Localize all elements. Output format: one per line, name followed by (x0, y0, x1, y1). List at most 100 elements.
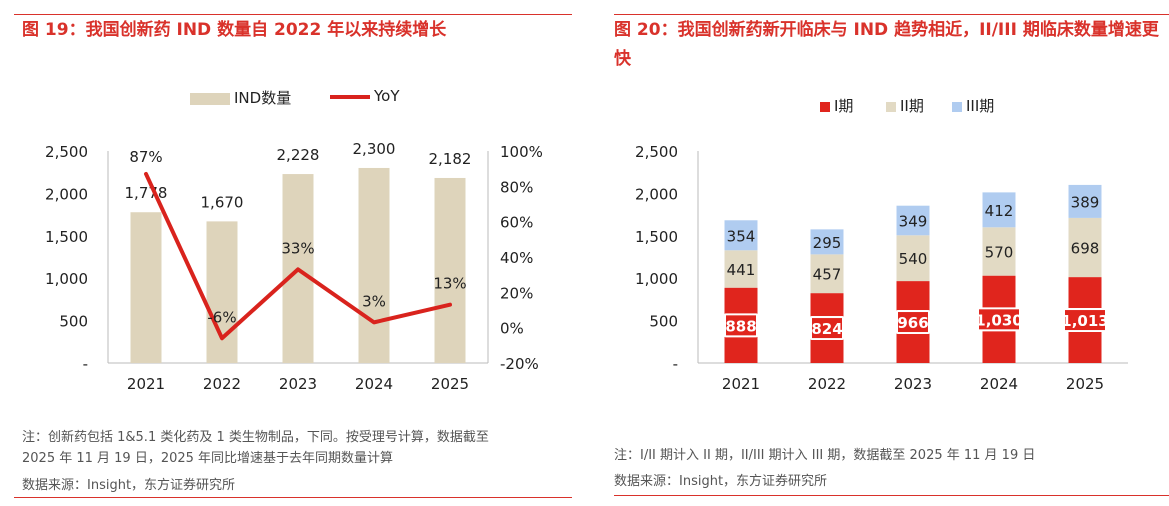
y2-tick-label: 0% (500, 320, 524, 338)
y-tick-label: 2,500 (45, 143, 88, 161)
value-label-phase1: 824 (811, 320, 842, 338)
bar-phase2-2022 (810, 254, 844, 294)
x-tick-label: 2025 (431, 375, 469, 393)
value-label-phase2: 457 (813, 266, 842, 284)
value-label-phase2: 698 (1071, 240, 1100, 258)
yoy-value-label: 3% (362, 292, 386, 310)
y2-tick-label: 20% (500, 284, 533, 302)
y-tick-label: 500 (59, 313, 88, 331)
value-label-box (726, 315, 756, 336)
y-tick-label: 2,500 (635, 143, 678, 161)
legend-item-line: YoY (330, 87, 400, 105)
legend-swatch-phase3 (952, 101, 962, 112)
bar-ind-2025 (434, 177, 466, 363)
yoy-value-label: 13% (433, 275, 466, 293)
value-label-box (1065, 310, 1105, 331)
bar-ind-2021 (130, 212, 162, 363)
y2-tick-label: 100% (500, 143, 543, 161)
x-tick-label: 2022 (808, 375, 846, 393)
value-label-phase3: 295 (813, 234, 842, 252)
x-tick-label: 2024 (355, 375, 393, 393)
yoy-value-label: -6% (207, 308, 236, 326)
y2-tick-label: 80% (500, 178, 533, 196)
x-tick-label: 2023 (279, 375, 317, 393)
legend-swatch-phase2 (886, 101, 896, 112)
value-label-phase1: 966 (897, 314, 928, 332)
top-rule (614, 14, 1169, 15)
ind-combo-chart: - 500 1,000 1,500 2,000 2,500 -20% 0% 20% 40% 60% 8… (45, 140, 543, 393)
legend-swatch-line (330, 94, 370, 99)
bar-ind-2022 (206, 221, 238, 363)
value-label-phase3: 412 (985, 202, 1014, 220)
bar-phase3-2021 (724, 220, 758, 251)
line-yoy (144, 171, 452, 341)
chart-title: 图 19：我国创新药 IND 数量自 2022 年以来持续增长 (22, 20, 447, 40)
x-tick-label: 2021 (127, 375, 165, 393)
bar-phase3-2023 (896, 205, 930, 236)
y2-tick-label: 40% (500, 249, 533, 267)
y-tick-label: 2,000 (45, 185, 88, 203)
bar-value-label: 2,300 (353, 140, 396, 158)
y-tick-label: 1,500 (45, 228, 88, 246)
top-rule (14, 14, 572, 15)
value-label-phase3: 349 (899, 212, 928, 230)
bar-phase2-2023 (896, 235, 930, 282)
y-tick-label: - (673, 355, 678, 373)
bar-phase3-2022 (810, 229, 844, 255)
chart-panel-clinical-phase: 图 20：我国创新药新开临床与 IND 趋势相近，II/III 期临床数量增速更… (600, 0, 1169, 506)
y-tick-label: 1,000 (635, 270, 678, 288)
y-tick-label: 1,500 (635, 228, 678, 246)
bar-value-label: 1,670 (201, 193, 244, 211)
legend-item-phase2: II期 (886, 95, 924, 116)
value-label-box (898, 312, 928, 333)
x-tick-label: 2023 (894, 375, 932, 393)
bar-phase2-2021 (724, 250, 758, 288)
bottom-rule (614, 495, 1169, 496)
y-tick-label: 500 (649, 313, 678, 331)
chart-source: 数据来源：Insight，东方证券研究所 (614, 474, 828, 489)
bottom-rule (14, 497, 572, 498)
value-label-box (812, 318, 842, 339)
yoy-value-label: 87% (129, 148, 162, 166)
bar-value-label: 2,228 (277, 146, 320, 164)
x-tick-label: 2025 (1066, 375, 1104, 393)
chart-note-line-1: 注：创新药包括 1&5.1 类化药及 1 类生物制品，下同。按受理号计算，数据截… (22, 430, 489, 445)
bar-value-label: 1,778 (125, 184, 168, 202)
legend-label-phase2: II期 (900, 97, 924, 115)
legend-swatch-bar (190, 92, 230, 105)
value-label-box (979, 309, 1019, 330)
chart-panel-ind-count: 图 19：我国创新药 IND 数量自 2022 年以来持续增长 IND数量 Yo… (0, 0, 572, 506)
y2-tick-label: -20% (500, 355, 539, 373)
chart-title: 图 20：我国创新药新开临床与 IND 趋势相近，II/III 期临床数量增速更… (614, 20, 1159, 69)
bar-phase3-2024 (982, 192, 1016, 228)
x-tick-label: 2024 (980, 375, 1018, 393)
value-label-phase2: 570 (985, 243, 1014, 261)
legend-item-phase3: III期 (952, 95, 994, 116)
chart-source: 数据来源：Insight，东方证券研究所 (22, 478, 236, 493)
legend-swatch-phase1 (820, 101, 830, 112)
y-tick-label: - (83, 355, 88, 373)
value-label-phase1: 1,030 (975, 311, 1022, 329)
bar-phase2-2024 (982, 227, 1016, 276)
x-tick-label: 2021 (722, 375, 760, 393)
legend-label-phase1: I期 (834, 97, 854, 115)
legend-label-phase3: III期 (966, 97, 995, 115)
x-tick-label: 2022 (203, 375, 241, 393)
chart-note: 注：I/II 期计入 II 期，II/III 期计入 III 期，数据截至 20… (614, 448, 1036, 463)
yoy-value-label: 33% (281, 239, 314, 257)
y-tick-label: 2,000 (635, 185, 678, 203)
clinical-stacked-chart: - 500 1,000 1,500 2,000 2,500 2021 2022 2023 2024… (635, 143, 1128, 393)
chart-note-line-2: 2025 年 11 月 19 日，2025 年同比增速基于去年同期数量计算 (22, 451, 394, 466)
legend-label-bar: IND数量 (234, 89, 292, 107)
bar-phase3-2025 (1068, 184, 1102, 218)
value-label-phase2: 441 (727, 261, 756, 279)
value-label-phase1: 1,013 (1061, 312, 1108, 330)
legend-item-bar: IND数量 (190, 87, 291, 108)
bar-ind-2024 (358, 167, 390, 363)
y-tick-label: 1,000 (45, 270, 88, 288)
value-label-phase3: 354 (727, 227, 756, 245)
y2-tick-label: 60% (500, 214, 533, 232)
bar-phase2-2025 (1068, 217, 1102, 278)
value-label-phase3: 389 (1071, 193, 1100, 211)
legend-label-line: YoY (374, 87, 400, 105)
